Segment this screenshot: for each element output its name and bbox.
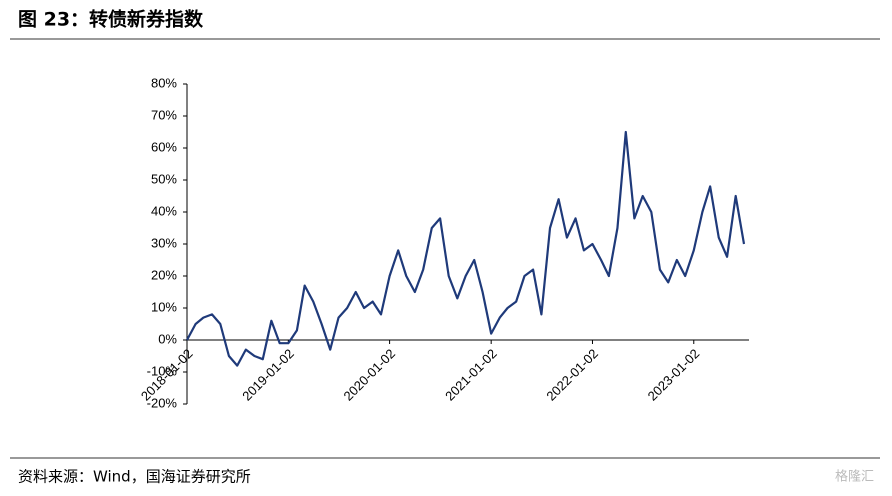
x-tick-label: 2021-01-02 — [442, 346, 500, 404]
x-tick-label: 2022-01-02 — [543, 346, 601, 404]
y-tick-label: 40% — [151, 203, 177, 218]
x-tick-label: 2020-01-02 — [341, 346, 399, 404]
x-tick-label: 2019-01-02 — [239, 346, 297, 404]
y-tick-label: 50% — [151, 171, 177, 186]
x-tick-label: 2023-01-02 — [645, 346, 703, 404]
y-tick-label: 70% — [151, 107, 177, 122]
source-note: 资料来源：Wind，国海证券研究所 — [18, 468, 251, 486]
y-tick-label: 60% — [151, 139, 177, 154]
y-tick-label: -10% — [147, 363, 178, 378]
chart-title: 图 23：转债新券指数 — [18, 8, 204, 31]
y-tick-label: 20% — [151, 267, 177, 282]
y-tick-label: 30% — [151, 235, 177, 250]
y-tick-label: 10% — [151, 299, 177, 314]
y-tick-label: 80% — [151, 75, 177, 90]
line-series — [186, 130, 746, 367]
y-tick-label: 0% — [158, 331, 177, 346]
watermark: 格隆汇 — [835, 469, 874, 485]
y-tick-label: -20% — [147, 395, 178, 410]
